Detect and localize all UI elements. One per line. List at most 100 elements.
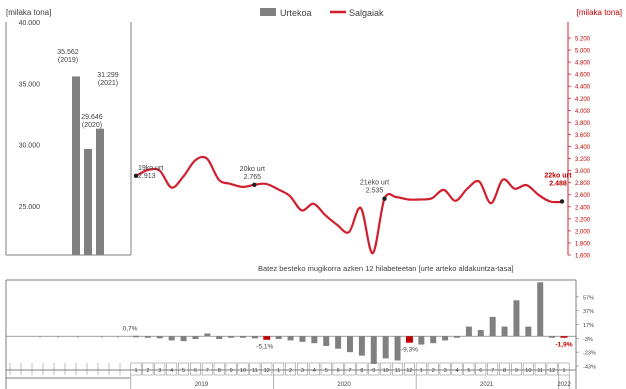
month-label: 2 (146, 368, 149, 374)
right-tick-label: 2.400 (575, 205, 591, 211)
bottom-chart-title: Batez besteko mugikorra azken 12 hilabet… (258, 264, 514, 273)
rate-bar (501, 326, 508, 337)
left-unit-label: [milaka tona] (6, 8, 51, 17)
month-cell (403, 362, 415, 376)
rate-bar (549, 336, 556, 338)
right-tick-label: 4.400 (575, 85, 591, 91)
rate-bar (405, 336, 413, 343)
month-label: 10 (240, 368, 246, 374)
annual-bar (72, 76, 80, 256)
rate-bar (370, 336, 377, 364)
month-cell (368, 362, 380, 376)
rate-bar (454, 336, 460, 338)
monthly-rate-bars: 0,7% -5,1% -9,3% -1,9% (39, 282, 573, 364)
month-label: 2 (432, 368, 435, 374)
salgaiak-line (135, 155, 563, 255)
month-axis: 1 2 3 4 5 6 7 8 9 10 11 12 1 2 3 4 5 6 7 8 9 10 11 12 1 2 3 4 5 6 7 8 9 1… (9, 362, 571, 389)
right-tick-label: 1.600 (575, 254, 591, 260)
rate-bar (228, 336, 235, 338)
month-cell (510, 362, 522, 376)
bottom-right-tick-label: -3% (583, 337, 593, 343)
bottom-right-tick-label: 57% (583, 295, 594, 301)
month-cell (546, 362, 558, 376)
month-label: 4 (313, 368, 316, 374)
rate-bar (275, 336, 282, 340)
legend: Urtekoa Salgaiak (260, 8, 384, 18)
right-tick-label: 5.200 (575, 37, 591, 43)
month-cell (522, 362, 534, 376)
month-label: 9 (230, 368, 233, 374)
annotation-point (382, 196, 387, 201)
right-axis-ticks: 5.200 5.000 4.800 4.600 4.400 4.200 4.000 3.800… (568, 37, 591, 260)
month-label: 10 (383, 368, 389, 374)
month-cell (237, 362, 249, 376)
rate-bar (335, 336, 342, 349)
rate-bar (192, 336, 199, 340)
month-label: 3 (158, 368, 161, 374)
monthly-line-series: 19ko urt 2.913 20ko urt 2.765 21eko urt 2.535… (133, 155, 572, 255)
rate-bar (133, 335, 139, 338)
month-cell (439, 362, 451, 376)
month-cell (320, 362, 332, 376)
rate-data-label: -9,3% (401, 346, 418, 353)
rate-bar (394, 336, 401, 361)
month-label: 1 (134, 368, 137, 374)
bottom-right-tick-label: 17% (583, 323, 594, 329)
month-label: 5 (182, 368, 185, 374)
right-tick-label: 5.000 (575, 49, 591, 55)
year-label: 2019 (195, 382, 209, 388)
month-cell (225, 362, 237, 376)
month-label: 9 (372, 368, 375, 374)
month-label: 6 (337, 368, 340, 374)
month-label: 6 (194, 368, 197, 374)
rate-bar (180, 336, 187, 342)
rate-bar (418, 336, 425, 345)
month-label: 1 (277, 368, 280, 374)
bottom-right-tick-label: -23% (583, 351, 596, 357)
annotation-point (133, 173, 139, 179)
month-label: 11 (395, 368, 401, 374)
month-cell (427, 362, 439, 376)
month-cell (487, 362, 499, 376)
bottom-right-tick-label: -43% (583, 365, 596, 371)
bottom-right-axis-ticks: 57% 37% 17% -3% -23% -43% (576, 295, 596, 371)
month-label: 3 (301, 368, 304, 374)
rate-bar (311, 336, 318, 344)
month-label: 12 (264, 368, 270, 374)
annotation-point (559, 199, 565, 204)
annual-bar-label: 35.562 (2019) (57, 49, 79, 64)
month-cell (534, 362, 546, 376)
month-label: 11 (252, 368, 258, 374)
left-tick-label: 30.000 (19, 143, 41, 150)
rate-bar (465, 326, 472, 337)
rate-bar (537, 282, 544, 337)
right-tick-label: 4.000 (575, 109, 591, 115)
month-label: 8 (360, 368, 363, 374)
month-label: 1 (562, 368, 565, 374)
month-cell (475, 362, 487, 376)
annotation-point (252, 182, 257, 187)
month-cell (189, 362, 201, 376)
month-cell (392, 362, 404, 376)
month-label: 8 (218, 368, 221, 374)
year-label: 2021 (480, 382, 494, 388)
right-tick-label: 3.400 (575, 145, 591, 151)
annual-bar (96, 128, 104, 255)
rate-bar (240, 336, 246, 338)
year-label: 2022 (557, 382, 571, 388)
month-label: 4 (455, 368, 458, 374)
month-cell (130, 362, 142, 376)
right-tick-label: 3.600 (575, 133, 591, 139)
right-tick-label: 3.200 (575, 157, 591, 163)
month-cell (261, 362, 273, 376)
right-tick-label: 4.800 (575, 61, 591, 67)
rate-data-label: -5,1% (256, 343, 273, 350)
month-label: 3 (444, 368, 447, 374)
rate-bar (216, 336, 223, 340)
month-cell (285, 362, 297, 376)
rate-bar (204, 333, 211, 337)
month-label: 1 (420, 368, 423, 374)
month-cell (142, 362, 154, 376)
month-label: 9 (515, 368, 518, 374)
